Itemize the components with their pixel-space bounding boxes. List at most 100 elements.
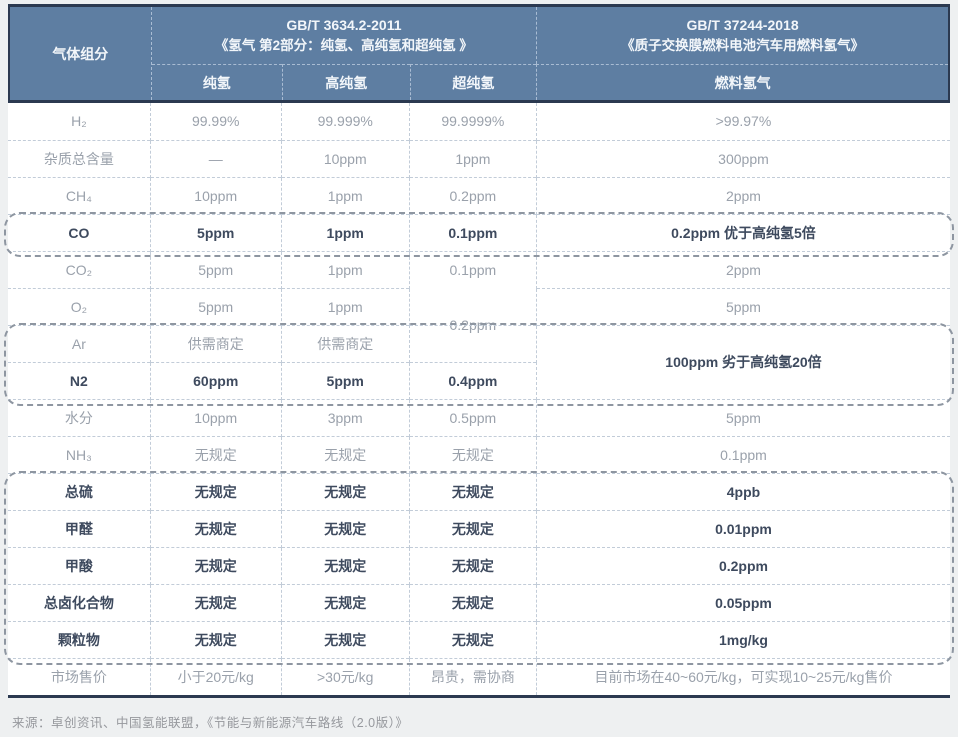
cell-fuel: 4ppb — [535, 472, 950, 510]
header-fuel-hydrogen: 燃料氢气 — [536, 64, 948, 100]
cell-fuel: 0.2ppm — [535, 546, 950, 584]
table-row-particulates: 颗粒物 无规定 无规定 无规定 1mg/kg — [8, 620, 950, 658]
row-label: CH₄ — [8, 176, 151, 214]
standard-name: 《质子交换膜燃料电池汽车用燃料氢气》 — [621, 37, 865, 53]
cell-high: 无规定 — [280, 509, 410, 547]
source-note: 来源：卓创资讯、中国氢能联盟，《节能与新能源汽车路线（2.0版）》 — [12, 716, 409, 730]
cell-fuel: 2ppm — [535, 176, 950, 214]
cell-high: 1ppm — [280, 176, 410, 214]
cell-pure: 无规定 — [149, 583, 282, 621]
cell-pure: 小于20元/kg — [149, 657, 282, 695]
table-row: CH₄ 10ppm 1ppm 0.2ppm 2ppm — [8, 176, 950, 214]
header-ultra-pure-hydrogen: 超纯氢 — [409, 64, 537, 100]
cell-ultra: 0.2ppm — [408, 176, 537, 214]
cell-fuel: 2ppm — [535, 250, 950, 288]
cell-pure: 99.99% — [149, 103, 282, 140]
table-row-formaldehyde: 甲醛 无规定 无规定 无规定 0.01ppm — [8, 509, 950, 547]
standard-name: 《氢气 第2部分：纯氢、高纯氢和超纯氢 》 — [214, 37, 473, 53]
header-pure-hydrogen: 纯氢 — [151, 64, 282, 100]
cell-ultra: 无规定 — [408, 472, 537, 510]
cell-pure: 5ppm — [149, 213, 282, 251]
row-label: O₂ — [8, 287, 151, 325]
table-row-n2-highlight: N2 60ppm 5ppm 0.4ppm — [8, 361, 950, 399]
cell-pure: 无规定 — [149, 620, 282, 658]
cell-ultra: 1ppm — [408, 139, 537, 177]
cell-ultra-merged-o2-ar: 0.2ppm — [408, 288, 537, 362]
cell-fuel: 0.01ppm — [535, 509, 950, 547]
cell-high: 无规定 — [280, 620, 410, 658]
table-row-co-highlight: CO 5ppm 1ppm 0.1ppm 0.2ppm 优于高纯氢5倍 — [8, 213, 950, 251]
cell-high: 5ppm — [280, 361, 410, 399]
row-label: 颗粒物 — [8, 620, 151, 658]
row-label: NH₃ — [8, 435, 151, 473]
cell-high: 无规定 — [280, 583, 410, 621]
cell-fuel: 0.1ppm — [535, 435, 950, 473]
cell-pure: 10ppm — [149, 176, 282, 214]
cell-fuel: 0.05ppm — [535, 583, 950, 621]
cell-ultra: 0.1ppm — [408, 250, 537, 288]
table-row-total-sulfur: 总硫 无规定 无规定 无规定 4ppb — [8, 472, 950, 510]
header-standard-gbt37244: GB/T 37244-2018 《质子交换膜燃料电池汽车用燃料氢气》 — [536, 7, 948, 64]
cell-pure: 无规定 — [149, 546, 282, 584]
header-high-purity-hydrogen: 高纯氢 — [282, 64, 410, 100]
table-row: Ar 供需商定 供需商定 100ppm 劣于高纯氢20倍 — [8, 324, 950, 399]
cell-ultra: 无规定 — [408, 583, 537, 621]
cell-pure: 10ppm — [149, 398, 282, 436]
dashed-strike-line — [409, 324, 536, 326]
row-label: 甲醛 — [8, 509, 151, 547]
row-label: H₂ — [71, 113, 87, 130]
row-label: CO₂ — [8, 250, 151, 288]
cell-high: 供需商定 — [280, 324, 410, 362]
cell-ultra: 99.9999% — [408, 103, 537, 140]
cell-ultra: 无规定 — [408, 435, 537, 473]
cell-fuel: 5ppm — [535, 398, 950, 436]
cell-high: 99.999% — [280, 103, 410, 140]
cell-high: 无规定 — [280, 472, 410, 510]
table-row: CO₂ 5ppm 1ppm 0.1ppm 2ppm — [8, 250, 950, 288]
cell-fuel: >99.97% — [535, 103, 950, 140]
table-row: H₂ 99.99% 99.999% 99.9999% >99.97% — [8, 103, 950, 140]
cell-high: 1ppm — [280, 287, 410, 325]
table-row: O₂ 5ppm 1ppm 0.2ppm 5ppm — [8, 287, 950, 362]
cell-fuel: 1mg/kg — [535, 620, 950, 658]
row-label: N2 — [8, 361, 151, 399]
cell-high: 3ppm — [280, 398, 410, 436]
table-body: H₂ 99.99% 99.999% 99.9999% >99.97% 杂质总含量… — [4, 103, 954, 698]
cell-ultra: 昂贵，需协商 — [408, 657, 537, 695]
cell-pure: 供需商定 — [149, 324, 282, 362]
cell-pure: 无规定 — [149, 435, 282, 473]
standard-code: GB/T 37244-2018 — [686, 16, 799, 33]
row-label: CO — [8, 213, 151, 251]
cell-pure: 5ppm — [149, 250, 282, 288]
cell-ultra: 无规定 — [408, 546, 537, 584]
cell-pure: 60ppm — [149, 361, 282, 399]
cell-fuel: 0.2ppm 优于高纯氢5倍 — [535, 213, 950, 251]
header-gas-composition: 气体组分 — [10, 7, 152, 100]
table-header: 气体组分 GB/T 3634.2-2011 《氢气 第2部分：纯氢、高纯氢和超纯… — [8, 4, 950, 103]
cell-fuel: 目前市场在40~60元/kg，可实现10~25元/kg售价 — [535, 657, 950, 695]
row-label: 杂质总含量 — [8, 139, 151, 177]
header-standard-gbt3634: GB/T 3634.2-2011 《氢气 第2部分：纯氢、高纯氢和超纯氢 》 — [152, 7, 537, 64]
row-label: 水分 — [8, 398, 151, 436]
table-row-halides: 总卤化合物 无规定 无规定 无规定 0.05ppm — [8, 583, 950, 621]
cell-high: 1ppm — [280, 250, 410, 288]
cell-ultra: 无规定 — [408, 620, 537, 658]
cell-fuel: 5ppm — [535, 287, 950, 325]
cell-high: 无规定 — [280, 546, 410, 584]
cell-pure: — — [149, 139, 282, 177]
cell-fuel: 300ppm — [535, 139, 950, 177]
row-label: 总硫 — [8, 472, 151, 510]
row-label: 市场售价 — [8, 657, 151, 695]
cell-ultra: 0.1ppm — [408, 213, 537, 251]
standard-code: GB/T 3634.2-2011 — [286, 16, 402, 33]
cell-pure: 无规定 — [149, 509, 282, 547]
table-row: 水分 10ppm 3ppm 0.5ppm 5ppm — [8, 398, 950, 436]
cell-ultra: 无规定 — [408, 509, 537, 547]
cell-fuel-merged-ar-n2: 100ppm 劣于高纯氢20倍 — [535, 324, 950, 399]
table-row-formic-acid: 甲酸 无规定 无规定 无规定 0.2ppm — [8, 546, 950, 584]
cell-pure: 无规定 — [149, 472, 282, 510]
cell-high: >30元/kg — [280, 657, 410, 695]
table-row: NH₃ 无规定 无规定 无规定 0.1ppm — [8, 435, 950, 473]
row-label: Ar — [8, 324, 151, 362]
